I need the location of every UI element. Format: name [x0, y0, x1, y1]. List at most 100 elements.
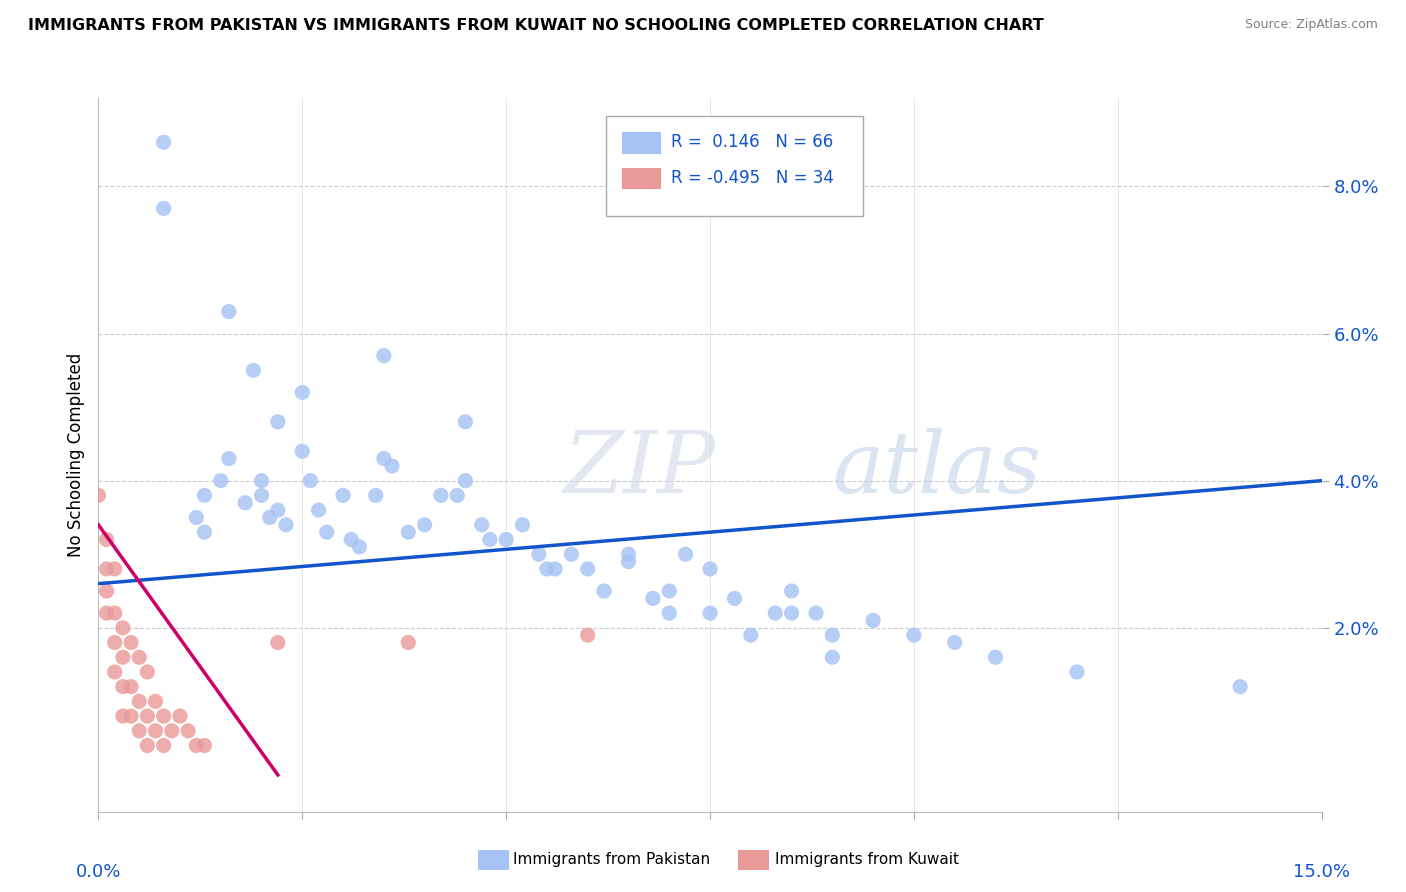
- Point: [104, 562, 127, 576]
- Point: [340, 533, 363, 547]
- Point: [308, 503, 330, 517]
- Point: [111, 650, 134, 665]
- Point: [617, 547, 640, 561]
- Point: [259, 510, 281, 524]
- FancyBboxPatch shape: [621, 132, 661, 153]
- Text: atlas: atlas: [832, 428, 1042, 510]
- Text: R =  0.146   N = 66: R = 0.146 N = 66: [671, 134, 834, 152]
- Point: [349, 540, 371, 554]
- Point: [120, 635, 142, 649]
- Point: [512, 517, 534, 532]
- Point: [169, 709, 191, 723]
- Point: [136, 739, 159, 753]
- Point: [145, 694, 167, 708]
- Point: [576, 562, 599, 576]
- Point: [152, 135, 174, 149]
- Point: [267, 415, 290, 429]
- Point: [104, 665, 127, 679]
- Text: ZIP: ZIP: [564, 428, 716, 510]
- Point: [478, 533, 501, 547]
- Point: [267, 503, 290, 517]
- Point: [396, 525, 419, 540]
- Point: [740, 628, 762, 642]
- Point: [536, 562, 558, 576]
- Point: [454, 474, 477, 488]
- Text: Immigrants from Pakistan: Immigrants from Pakistan: [513, 853, 710, 867]
- Point: [780, 584, 803, 599]
- Point: [111, 621, 134, 635]
- Point: [821, 650, 844, 665]
- Point: [104, 606, 127, 620]
- Point: [723, 591, 745, 606]
- Point: [381, 458, 404, 473]
- Point: [446, 488, 468, 502]
- Text: Source: ZipAtlas.com: Source: ZipAtlas.com: [1244, 18, 1378, 31]
- Point: [104, 635, 127, 649]
- Text: 15.0%: 15.0%: [1294, 863, 1350, 881]
- Point: [111, 680, 134, 694]
- Point: [96, 533, 118, 547]
- Point: [364, 488, 387, 502]
- Point: [267, 635, 290, 649]
- Point: [120, 709, 142, 723]
- Point: [617, 555, 640, 569]
- Point: [128, 650, 150, 665]
- Point: [186, 739, 208, 753]
- Point: [136, 665, 159, 679]
- Point: [373, 349, 395, 363]
- Point: [209, 474, 232, 488]
- Point: [1066, 665, 1088, 679]
- Point: [658, 584, 681, 599]
- Point: [152, 739, 174, 753]
- Point: [699, 562, 721, 576]
- Point: [430, 488, 453, 502]
- Point: [576, 628, 599, 642]
- Text: 0.0%: 0.0%: [76, 863, 121, 881]
- Y-axis label: No Schooling Completed: No Schooling Completed: [66, 353, 84, 557]
- Point: [544, 562, 567, 576]
- Point: [128, 694, 150, 708]
- Point: [218, 304, 240, 318]
- Point: [128, 723, 150, 738]
- Point: [780, 606, 803, 620]
- Point: [160, 723, 183, 738]
- Point: [699, 606, 721, 620]
- Point: [821, 628, 844, 642]
- Point: [291, 444, 314, 458]
- Point: [177, 723, 200, 738]
- Point: [96, 562, 118, 576]
- Point: [274, 517, 297, 532]
- Point: [675, 547, 697, 561]
- Point: [641, 591, 664, 606]
- Point: [218, 451, 240, 466]
- Point: [527, 547, 550, 561]
- Point: [396, 635, 419, 649]
- Point: [560, 547, 582, 561]
- Text: IMMIGRANTS FROM PAKISTAN VS IMMIGRANTS FROM KUWAIT NO SCHOOLING COMPLETED CORREL: IMMIGRANTS FROM PAKISTAN VS IMMIGRANTS F…: [28, 18, 1043, 33]
- Point: [145, 723, 167, 738]
- Point: [862, 614, 884, 628]
- Point: [1229, 680, 1251, 694]
- Point: [152, 709, 174, 723]
- Point: [120, 680, 142, 694]
- Point: [332, 488, 354, 502]
- Point: [984, 650, 1007, 665]
- Point: [291, 385, 314, 400]
- FancyBboxPatch shape: [621, 168, 661, 189]
- Point: [96, 584, 118, 599]
- Point: [454, 415, 477, 429]
- Point: [193, 488, 215, 502]
- Point: [233, 496, 256, 510]
- Text: Immigrants from Kuwait: Immigrants from Kuwait: [775, 853, 959, 867]
- Point: [152, 202, 174, 216]
- Point: [495, 533, 517, 547]
- Point: [471, 517, 494, 532]
- Point: [242, 363, 264, 377]
- Point: [903, 628, 925, 642]
- Point: [193, 739, 215, 753]
- Text: R = -0.495   N = 34: R = -0.495 N = 34: [671, 169, 834, 187]
- Point: [111, 709, 134, 723]
- Point: [593, 584, 616, 599]
- Point: [373, 451, 395, 466]
- Point: [250, 488, 273, 502]
